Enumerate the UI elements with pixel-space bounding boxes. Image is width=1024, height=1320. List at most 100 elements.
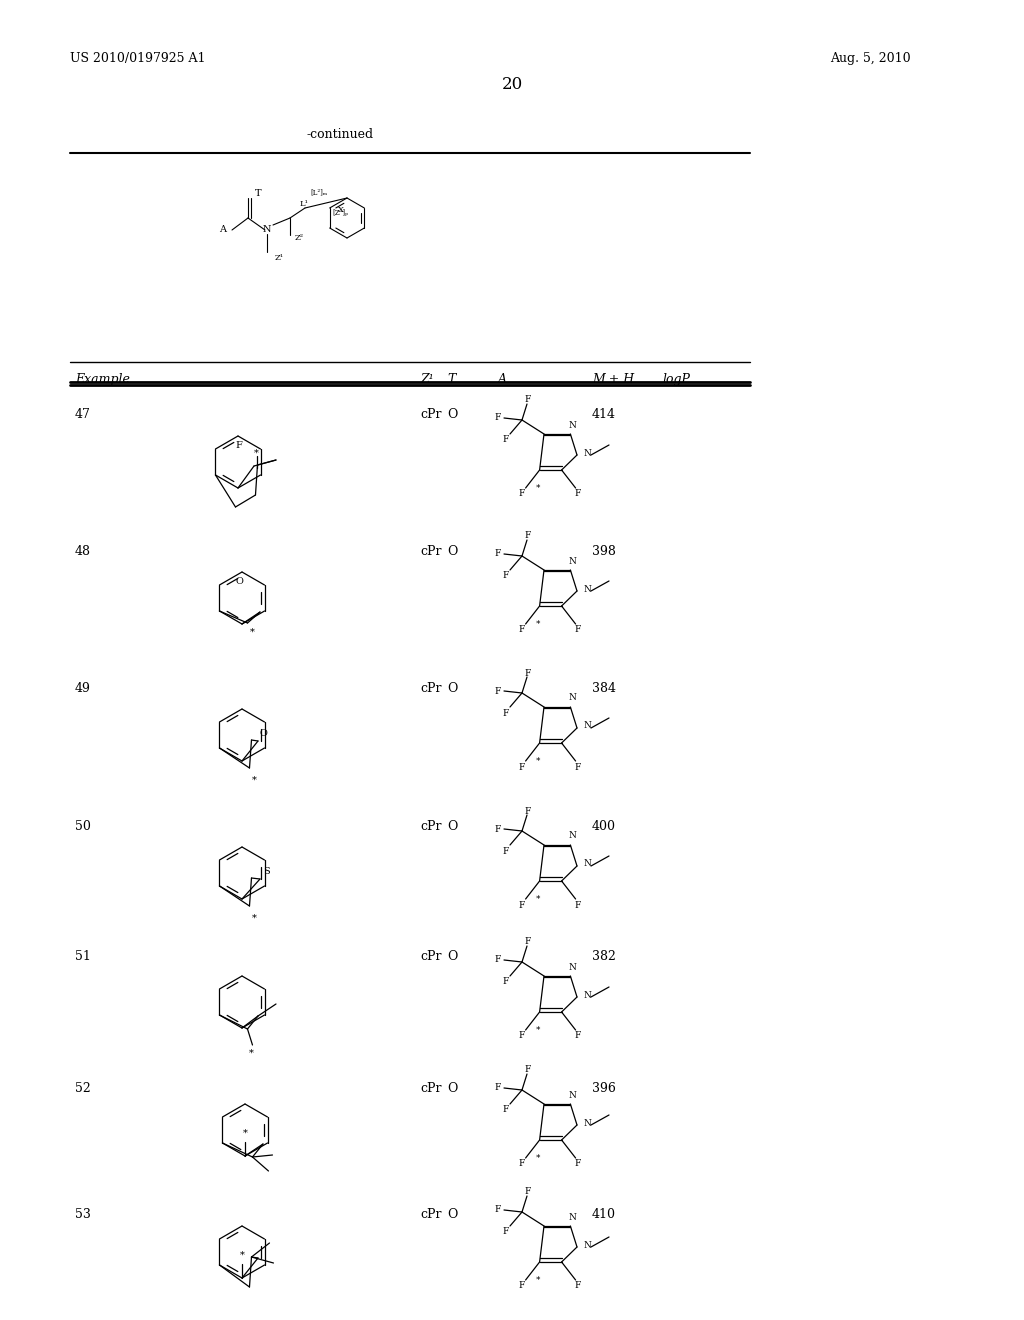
Text: F: F (525, 396, 531, 404)
Text: F: F (518, 763, 524, 771)
Text: F: F (495, 1084, 501, 1093)
Text: O: O (447, 1082, 458, 1096)
Text: 48: 48 (75, 545, 91, 558)
Text: N: N (263, 226, 271, 235)
Text: *: * (252, 776, 257, 785)
Text: *: * (536, 620, 540, 630)
Text: [Z³]ₚ: [Z³]ₚ (333, 209, 348, 216)
Text: *: * (536, 1276, 540, 1284)
Text: N: N (568, 693, 577, 702)
Text: 384: 384 (592, 682, 616, 696)
Text: *: * (249, 1049, 254, 1059)
Text: N: N (583, 859, 591, 869)
Text: F: F (503, 709, 509, 718)
Text: O: O (447, 545, 458, 558)
Text: 53: 53 (75, 1208, 91, 1221)
Text: F: F (525, 807, 531, 816)
Text: N: N (568, 421, 577, 429)
Text: N: N (583, 1118, 591, 1127)
Text: X: X (338, 206, 344, 214)
Text: cPr: cPr (420, 1082, 441, 1096)
Text: cPr: cPr (420, 545, 441, 558)
Text: F: F (518, 1159, 524, 1168)
Text: *: * (250, 628, 255, 638)
Text: N: N (568, 1213, 577, 1221)
Text: *: * (240, 1251, 245, 1261)
Text: Z²: Z² (295, 234, 304, 242)
Text: logP: logP (662, 374, 690, 385)
Text: A: A (498, 374, 507, 385)
Text: F: F (503, 1228, 509, 1237)
Text: T: T (255, 190, 261, 198)
Text: N: N (583, 990, 591, 999)
Text: F: F (525, 937, 531, 946)
Text: cPr: cPr (420, 950, 441, 964)
Text: F: F (574, 1282, 581, 1291)
Text: F: F (503, 572, 509, 581)
Text: *: * (536, 895, 540, 904)
Text: *: * (536, 756, 540, 766)
Text: 51: 51 (75, 950, 91, 964)
Text: *: * (252, 913, 257, 923)
Text: 414: 414 (592, 408, 616, 421)
Text: F: F (518, 900, 524, 909)
Text: N: N (583, 722, 591, 730)
Text: *: * (536, 484, 540, 492)
Text: 400: 400 (592, 820, 616, 833)
Text: cPr: cPr (420, 408, 441, 421)
Text: F: F (574, 763, 581, 771)
Text: N: N (583, 1241, 591, 1250)
Text: F: F (503, 436, 509, 445)
Text: F: F (525, 1065, 531, 1074)
Text: *: * (536, 1026, 540, 1035)
Text: F: F (525, 668, 531, 677)
Text: O: O (236, 578, 244, 586)
Text: 410: 410 (592, 1208, 616, 1221)
Text: 50: 50 (75, 820, 91, 833)
Text: cPr: cPr (420, 1208, 441, 1221)
Text: A: A (219, 226, 226, 235)
Text: 49: 49 (75, 682, 91, 696)
Text: F: F (503, 1106, 509, 1114)
Text: N: N (568, 962, 577, 972)
Text: N: N (568, 832, 577, 841)
Text: US 2010/0197925 A1: US 2010/0197925 A1 (70, 51, 206, 65)
Text: 396: 396 (592, 1082, 615, 1096)
Text: O: O (447, 820, 458, 833)
Text: 52: 52 (75, 1082, 91, 1096)
Text: Example: Example (75, 374, 130, 385)
Text: F: F (495, 413, 501, 422)
Text: N: N (583, 449, 591, 458)
Text: -continued: -continued (306, 128, 374, 141)
Text: F: F (503, 978, 509, 986)
Text: F: F (495, 1205, 501, 1214)
Text: F: F (525, 532, 531, 540)
Text: F: F (518, 490, 524, 499)
Text: F: F (518, 1031, 524, 1040)
Text: O: O (447, 950, 458, 964)
Text: F: F (518, 626, 524, 635)
Text: cPr: cPr (420, 820, 441, 833)
Text: Aug. 5, 2010: Aug. 5, 2010 (830, 51, 910, 65)
Text: T: T (447, 374, 456, 385)
Text: 20: 20 (502, 77, 522, 92)
Text: F: F (236, 441, 242, 450)
Text: N: N (568, 557, 577, 565)
Text: 398: 398 (592, 545, 615, 558)
Text: F: F (574, 1159, 581, 1168)
Text: F: F (574, 490, 581, 499)
Text: F: F (518, 1282, 524, 1291)
Text: F: F (503, 846, 509, 855)
Text: cPr: cPr (420, 682, 441, 696)
Text: [L²]ₘ: [L²]ₘ (310, 187, 327, 195)
Text: O: O (447, 682, 458, 696)
Text: O: O (447, 1208, 458, 1221)
Text: Z¹: Z¹ (275, 253, 284, 261)
Text: O: O (259, 729, 267, 738)
Text: 47: 47 (75, 408, 91, 421)
Text: N: N (583, 585, 591, 594)
Text: O: O (447, 408, 458, 421)
Text: S: S (262, 866, 269, 875)
Text: F: F (574, 626, 581, 635)
Text: M + H: M + H (592, 374, 634, 385)
